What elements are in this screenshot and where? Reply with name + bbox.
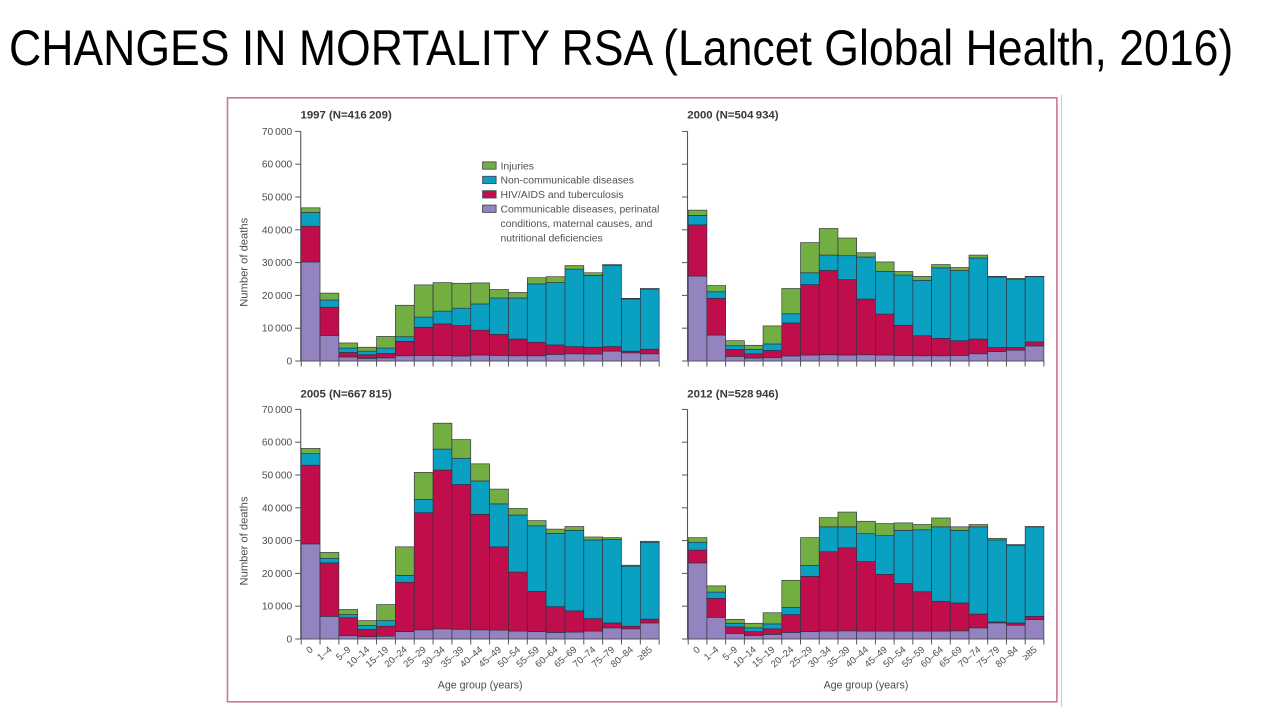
svg-text:≥85: ≥85 [1020,644,1039,663]
svg-text:70 000: 70 000 [262,405,293,416]
svg-text:50 000: 50 000 [262,471,293,482]
svg-text:1–4: 1–4 [702,644,721,663]
svg-text:0: 0 [691,644,702,656]
svg-text:2000 (N=504 934): 2000 (N=504 934) [687,109,778,121]
svg-text:0: 0 [287,357,293,368]
svg-text:20 000: 20 000 [262,569,293,580]
svg-text:1997 (N=416 209): 1997 (N=416 209) [301,109,392,121]
svg-text:0: 0 [287,635,293,646]
svg-text:≥85: ≥85 [636,644,655,663]
svg-text:30 000: 30 000 [262,536,293,547]
svg-text:40 000: 40 000 [262,503,293,514]
svg-text:HIV/AIDS and tuberculosis: HIV/AIDS and tuberculosis [501,190,624,201]
svg-text:nutritional deficiencies: nutritional deficiencies [501,233,603,244]
svg-text:40 000: 40 000 [262,225,293,236]
svg-text:Injuries: Injuries [501,161,535,172]
svg-text:60 000: 60 000 [262,160,293,171]
svg-text:0: 0 [304,644,315,656]
svg-text:1–4: 1–4 [315,644,334,663]
svg-text:50 000: 50 000 [262,193,293,204]
svg-text:Number of deaths: Number of deaths [238,217,250,306]
svg-text:Communicable diseases, perinat: Communicable diseases, perinatal [501,205,660,216]
svg-text:Non-communicable diseases: Non-communicable diseases [501,176,634,187]
svg-text:70 000: 70 000 [262,127,293,138]
svg-text:20 000: 20 000 [262,291,293,302]
svg-text:Age group (years): Age group (years) [438,680,523,692]
svg-text:2005 (N=667 815): 2005 (N=667 815) [301,389,392,401]
svg-text:conditions, maternal causes, a: conditions, maternal causes, and [501,219,653,230]
svg-text:30 000: 30 000 [262,258,293,269]
svg-text:2012 (N=528 946): 2012 (N=528 946) [687,389,778,401]
svg-text:Age group (years): Age group (years) [824,680,909,692]
svg-text:10 000: 10 000 [262,602,293,613]
svg-text:Number of deaths: Number of deaths [238,496,250,585]
svg-text:10 000: 10 000 [262,324,293,335]
svg-text:60 000: 60 000 [262,438,293,449]
